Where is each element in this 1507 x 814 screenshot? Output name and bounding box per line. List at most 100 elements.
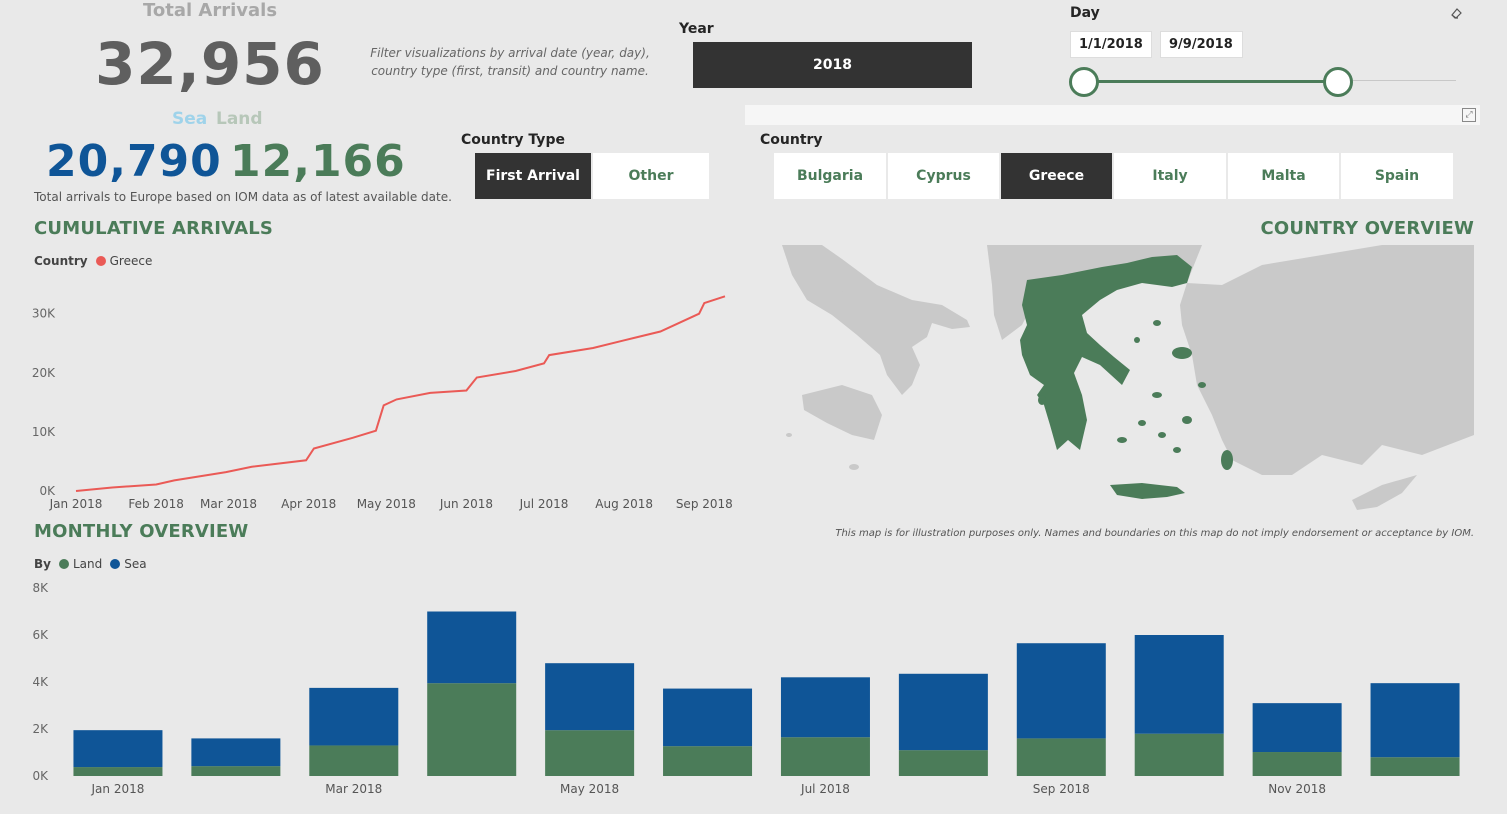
bar-sea[interactable]	[427, 611, 517, 684]
y-tick-label: 0K	[32, 769, 49, 783]
filter-instructions: Filter visualizations by arrival date (y…	[370, 46, 650, 78]
bar-land[interactable]	[1134, 733, 1224, 776]
country-map[interactable]	[782, 245, 1474, 515]
y-tick-label: 6K	[32, 628, 49, 642]
day-slider-start-handle[interactable]	[1069, 67, 1099, 97]
bar-land[interactable]	[780, 737, 870, 776]
visual-header-strip	[745, 105, 1480, 125]
country-overview-title: COUNTRY OVERVIEW	[1260, 218, 1474, 239]
x-tick-label: Nov 2018	[1268, 782, 1326, 796]
land-arrivals-value: 12,166	[230, 136, 406, 187]
x-tick-label: Jul 2018	[519, 497, 569, 511]
x-tick-label: Feb 2018	[128, 497, 184, 511]
day-slider-rest[interactable]	[1338, 80, 1456, 81]
cumulative-line-chart: 0K 10K 20K 30K Jan 2018 Feb 2018 Mar 2018 Apr 2…	[32, 295, 733, 511]
monthly-legend-land: Land	[72, 557, 103, 571]
bar-land[interactable]	[1370, 757, 1460, 776]
map-region-greek-islands	[1038, 320, 1233, 470]
year-slicer-label: Year	[679, 21, 714, 37]
year-slicer-button[interactable]: 2018	[693, 42, 972, 88]
day-slider-track[interactable]	[1084, 80, 1338, 83]
day-slicer-label: Day	[1070, 5, 1100, 21]
monthly-overview-title: MONTHLY OVERVIEW	[34, 521, 249, 542]
land-label: Land	[216, 109, 263, 129]
monthly-legend: By Land Sea	[34, 557, 147, 571]
x-tick-label: Sep 2018	[1033, 782, 1090, 796]
cumulative-legend-label: Country	[34, 254, 88, 268]
x-tick-label: Jan 2018	[91, 782, 145, 796]
country-label: Country	[760, 132, 823, 148]
y-tick-label: 20K	[32, 366, 56, 380]
y-tick-label: 10K	[32, 425, 56, 439]
bar-sea[interactable]	[780, 677, 870, 738]
total-arrivals-title: Total Arrivals	[142, 0, 278, 21]
bar-land[interactable]	[191, 766, 281, 776]
map-region-cyprus	[1352, 475, 1417, 510]
bar-land[interactable]	[545, 730, 635, 776]
expand-icon[interactable]: ⤢	[1462, 108, 1476, 122]
map-region-turkey	[1180, 245, 1474, 475]
map-disclaimer: This map is for illustration purposes on…	[835, 528, 1474, 539]
cumulative-arrivals-title: CUMULATIVE ARRIVALS	[34, 218, 274, 239]
country-tile-malta[interactable]: Malta	[1228, 153, 1339, 199]
country-type-first-arrival[interactable]: First Arrival	[475, 153, 591, 199]
bar-sea[interactable]	[1134, 635, 1224, 734]
bar-sea[interactable]	[545, 663, 635, 731]
monthly-legend-sea: Sea	[124, 557, 147, 571]
day-start-input[interactable]: 1/1/2018	[1070, 31, 1152, 58]
country-tile-greece[interactable]: Greece	[1001, 153, 1112, 199]
bar-land[interactable]	[309, 745, 399, 776]
bar-land[interactable]	[427, 683, 517, 776]
x-tick-label: May 2018	[560, 782, 619, 796]
day-slider-end-handle[interactable]	[1323, 67, 1353, 97]
country-tile-italy[interactable]: Italy	[1114, 153, 1226, 199]
eraser-icon[interactable]	[1450, 6, 1466, 22]
series-line-greece[interactable]	[75, 295, 726, 492]
bar-land[interactable]	[898, 750, 988, 776]
x-tick-label: Mar 2018	[200, 497, 257, 511]
country-tile-bulgaria[interactable]: Bulgaria	[774, 153, 886, 199]
y-tick-label: 8K	[32, 581, 49, 595]
bar-sea[interactable]	[1252, 703, 1342, 753]
x-tick-label: Mar 2018	[325, 782, 382, 796]
x-tick-label: Jul 2018	[800, 782, 850, 796]
total-arrivals-value: 32,956	[95, 30, 325, 98]
x-tick-label: May 2018	[357, 497, 416, 511]
x-tick-label: Jan 2018	[49, 497, 103, 511]
legend-dot-land-icon	[58, 559, 69, 569]
bar-sea[interactable]	[1016, 643, 1106, 739]
bar-land[interactable]	[1016, 738, 1106, 776]
y-tick-label: 2K	[32, 722, 49, 736]
bar-sea[interactable]	[1370, 683, 1460, 758]
sea-label: Sea	[172, 109, 208, 129]
map-region-greece	[1020, 255, 1192, 450]
cumulative-legend-item: Greece	[109, 254, 153, 268]
x-tick-label: Jun 2018	[439, 497, 493, 511]
y-tick-label: 4K	[32, 675, 49, 689]
monthly-bar-chart: 0K 2K 4K 6K 8K Jan 2018 Mar 2018 May 2018 Jul 20…	[32, 581, 1460, 796]
country-type-label: Country Type	[461, 132, 565, 148]
bar-sea[interactable]	[191, 738, 281, 767]
map-region-crete	[1110, 483, 1185, 499]
x-tick-label: Aug 2018	[595, 497, 653, 511]
y-tick-label: 0K	[39, 484, 56, 498]
bar-sea[interactable]	[898, 673, 988, 751]
cumulative-legend: Country Greece	[34, 254, 152, 268]
legend-dot-icon	[95, 256, 106, 266]
bar-sea[interactable]	[309, 687, 399, 746]
bar-land[interactable]	[73, 767, 163, 776]
map-region-italy	[782, 245, 970, 395]
country-type-other[interactable]: Other	[593, 153, 709, 199]
legend-dot-sea-icon	[110, 559, 121, 569]
bar-sea[interactable]	[663, 688, 753, 747]
country-tile-spain[interactable]: Spain	[1341, 153, 1453, 199]
day-end-input[interactable]: 9/9/2018	[1160, 31, 1243, 58]
bar-land[interactable]	[663, 746, 753, 776]
monthly-legend-label: By	[34, 557, 51, 571]
country-tile-cyprus[interactable]: Cyprus	[888, 153, 999, 199]
map-region-sicily	[802, 385, 882, 440]
x-tick-label: Sep 2018	[676, 497, 733, 511]
kpi-footnote: Total arrivals to Europe based on IOM da…	[34, 190, 452, 204]
bar-land[interactable]	[1252, 752, 1342, 776]
bar-sea[interactable]	[73, 730, 163, 768]
